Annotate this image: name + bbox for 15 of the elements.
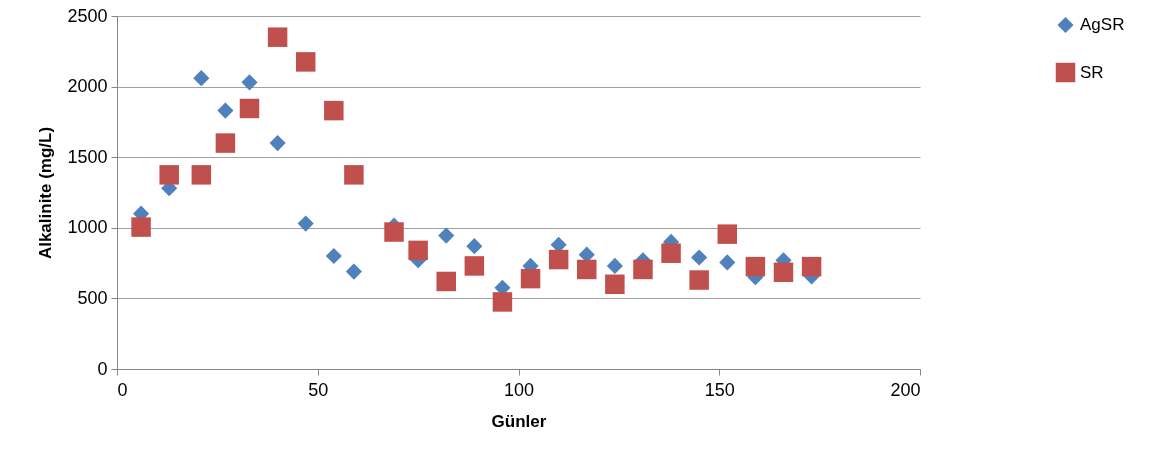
x-tick-label: 50 [308, 379, 329, 400]
legend-label: SR [1080, 62, 1104, 82]
x-tick-label: 0 [117, 379, 128, 400]
y-tick-label: 0 [97, 358, 108, 379]
y-tick-label: 500 [77, 287, 108, 308]
x-tick-label: 100 [503, 379, 535, 400]
legend-label: AgSR [1080, 15, 1125, 34]
y-axis-title: Alkalinite (mg/L) [36, 126, 56, 260]
x-axis-title: Günler [491, 411, 547, 431]
y-tick-label: 2500 [67, 5, 108, 26]
y-tick-label: 2000 [67, 76, 108, 97]
x-tick-label: 200 [890, 379, 921, 400]
y-tick-label: 1000 [67, 217, 108, 238]
x-tick-label: 150 [704, 379, 735, 400]
y-tick-label: 1500 [67, 146, 108, 167]
